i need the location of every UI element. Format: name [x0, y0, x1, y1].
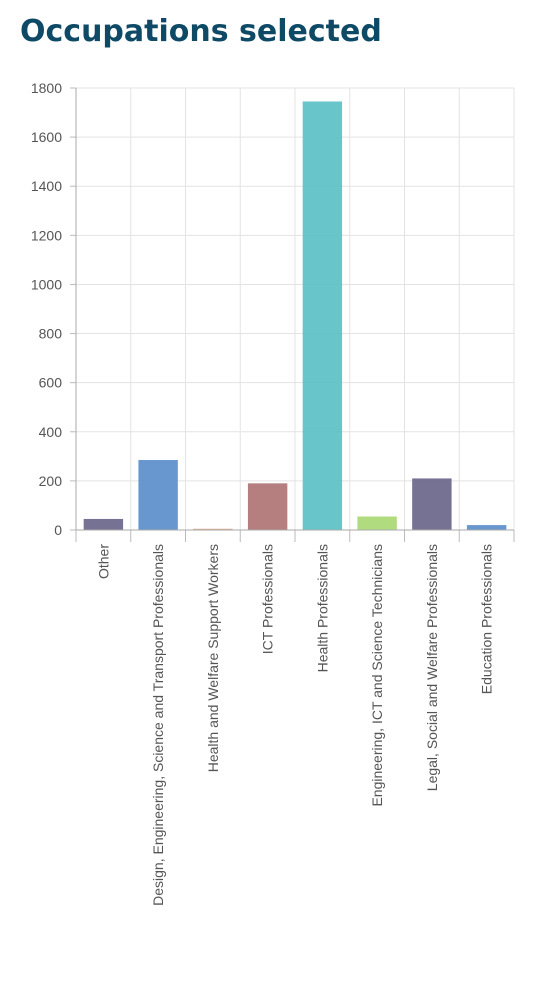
bar[interactable]	[466, 525, 507, 530]
y-tick-label: 1600	[31, 129, 62, 145]
bar[interactable]	[302, 101, 343, 530]
bar[interactable]	[247, 483, 288, 530]
axes	[70, 87, 515, 542]
bar[interactable]	[83, 518, 124, 530]
y-tick-label: 1800	[31, 80, 62, 96]
x-tick-label: Health Professionals	[314, 544, 330, 672]
x-tick-label: Health and Welfare Support Workers	[205, 544, 221, 772]
y-tick-label: 1400	[31, 178, 62, 194]
y-tick-label: 0	[54, 522, 62, 538]
x-tick-label: Design, Engineering, Science and Transpo…	[150, 544, 166, 906]
y-tick-label: 200	[39, 473, 63, 489]
bar[interactable]	[412, 478, 452, 530]
bar[interactable]	[138, 460, 178, 530]
page-title: Occupations selected	[20, 14, 382, 49]
y-tick-label: 600	[39, 375, 63, 391]
y-tick-label: 400	[39, 424, 63, 440]
x-tick-label: Engineering, ICT and Science Technicians	[369, 544, 385, 807]
x-tick-labels: Other Design, Engineering, Science and Tr…	[95, 544, 494, 906]
bar[interactable]	[357, 516, 397, 530]
x-tick-label: Education Professionals	[479, 544, 495, 694]
y-tick-label: 1000	[31, 276, 62, 292]
x-tick-label: Other	[95, 544, 111, 579]
bar[interactable]	[193, 528, 233, 530]
x-tick-label: Legal, Social and Welfare Professionals	[424, 544, 440, 791]
x-tick-label: ICT Professionals	[260, 544, 276, 654]
y-tick-label: 800	[39, 326, 63, 342]
bars	[83, 101, 507, 530]
y-tick-label: 1200	[31, 227, 62, 243]
y-tick-labels: 0 200 400 600 800 1000 1200 1400 1600 1800	[31, 80, 62, 538]
